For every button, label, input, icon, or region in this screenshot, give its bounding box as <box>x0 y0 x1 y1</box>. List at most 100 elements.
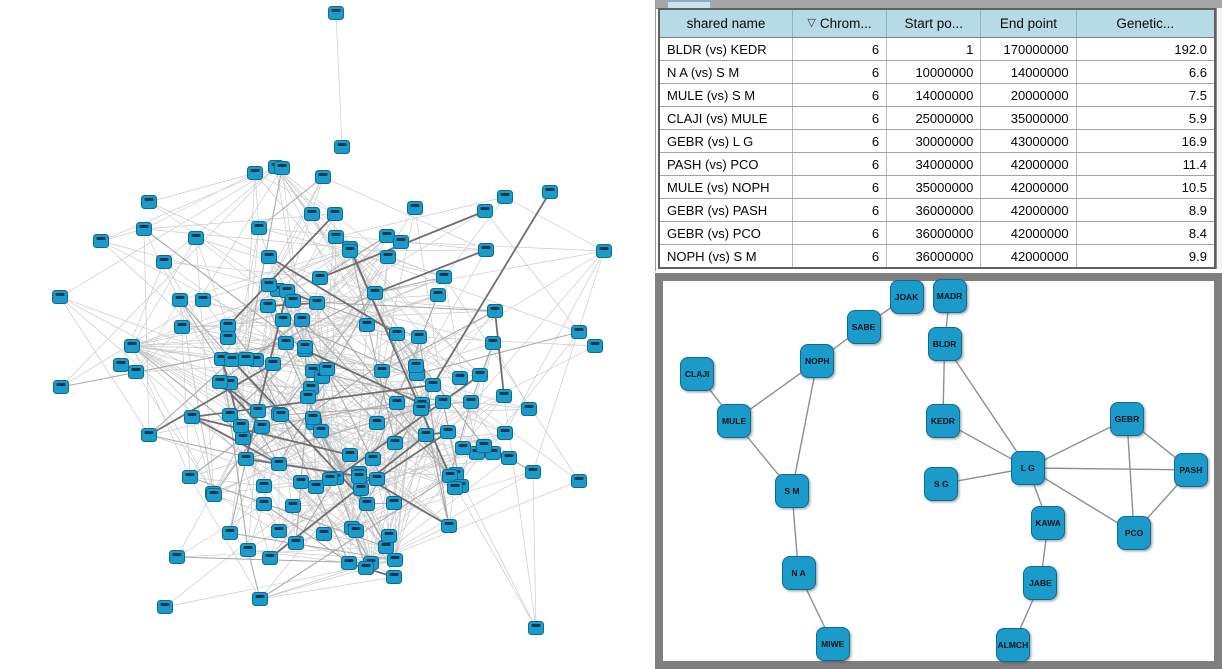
node-kawa[interactable]: KAWA <box>1031 506 1066 541</box>
table-row[interactable]: GEBR (vs) PCO 6 36000000 42000000 8.4 <box>660 222 1214 245</box>
network-node[interactable] <box>313 424 329 438</box>
network-node[interactable] <box>571 325 587 339</box>
network-node[interactable] <box>273 408 289 422</box>
table-row[interactable]: MULE (vs) S M 6 14000000 20000000 7.5 <box>660 84 1214 107</box>
table-cell[interactable]: NOPH (vs) S M <box>660 245 793 267</box>
network-node[interactable] <box>341 556 357 570</box>
network-node[interactable] <box>596 244 612 258</box>
table-cell[interactable]: 10000000 <box>887 61 982 83</box>
network-node[interactable] <box>571 474 587 488</box>
network-node[interactable] <box>351 470 367 484</box>
network-node[interactable] <box>521 402 537 416</box>
node-noph[interactable]: NOPH <box>800 344 835 379</box>
network-node[interactable] <box>389 327 405 341</box>
network-node[interactable] <box>587 339 603 353</box>
network-node[interactable] <box>319 362 335 376</box>
network-node[interactable] <box>260 299 276 313</box>
network-node[interactable] <box>206 488 222 502</box>
network-node[interactable] <box>328 6 344 20</box>
network-node[interactable] <box>220 331 236 345</box>
table-cell[interactable]: 10.5 <box>1181 179 1207 195</box>
network-node[interactable] <box>238 452 254 466</box>
table-cell[interactable]: 6 <box>793 38 888 60</box>
network-node[interactable] <box>169 550 185 564</box>
table-cell[interactable]: 6 <box>793 222 888 244</box>
network-node[interactable] <box>353 482 369 496</box>
table-cell[interactable]: BLDR (vs) KEDR <box>660 38 793 60</box>
network-node[interactable] <box>393 235 409 249</box>
node-kedr[interactable]: KEDR <box>925 403 960 438</box>
network-node[interactable] <box>304 207 320 221</box>
network-node[interactable] <box>309 296 325 310</box>
network-node[interactable] <box>327 207 343 221</box>
network-node[interactable] <box>525 465 541 479</box>
network-node[interactable] <box>256 497 272 511</box>
table-cell[interactable]: 8.4 <box>1188 225 1207 241</box>
table-cell[interactable]: 6 <box>793 153 888 175</box>
network-node[interactable] <box>224 353 240 367</box>
network-node[interactable] <box>389 396 405 410</box>
node-gebr[interactable]: GEBR <box>1109 401 1144 436</box>
network-node[interactable] <box>254 420 270 434</box>
network-node[interactable] <box>274 161 290 175</box>
network-node[interactable] <box>386 570 402 584</box>
table-cell[interactable]: 35000000 <box>981 107 1077 129</box>
network-node[interactable] <box>182 470 198 484</box>
network-node[interactable] <box>441 519 457 533</box>
network-node[interactable] <box>425 378 441 392</box>
network-node[interactable] <box>322 472 338 486</box>
network-node[interactable] <box>381 529 397 543</box>
network-node[interactable] <box>294 313 310 327</box>
table-row[interactable]: CLAJI (vs) MULE 6 25000000 35000000 5.9 <box>660 107 1214 130</box>
network-node[interactable] <box>316 527 332 541</box>
table-cell[interactable]: 6 <box>793 176 888 198</box>
network-node[interactable] <box>328 230 344 244</box>
table-tab[interactable] <box>667 1 711 8</box>
network-node[interactable] <box>358 561 374 575</box>
node-joak[interactable]: JOAK <box>889 279 924 314</box>
node-s-g[interactable]: S G <box>924 466 959 501</box>
network-node[interactable] <box>285 499 301 513</box>
network-node[interactable] <box>478 243 494 257</box>
network-node[interactable] <box>436 270 452 284</box>
table-cell[interactable]: 43000000 <box>981 130 1077 152</box>
network-node[interactable] <box>342 448 358 462</box>
network-node[interactable] <box>447 481 463 495</box>
table-cell[interactable]: 42000000 <box>981 153 1077 175</box>
network-node[interactable] <box>312 271 328 285</box>
table-cell[interactable]: 35000000 <box>887 176 982 198</box>
network-node[interactable] <box>413 402 429 416</box>
network-node[interactable] <box>172 293 188 307</box>
network-node[interactable] <box>348 524 364 538</box>
table-cell[interactable]: 9.9 <box>1188 248 1207 264</box>
network-node[interactable] <box>128 365 144 379</box>
table-cell[interactable]: 25000000 <box>887 107 982 129</box>
network-node[interactable] <box>195 293 211 307</box>
network-node[interactable] <box>452 371 468 385</box>
table-cell[interactable]: 14000000 <box>981 61 1077 83</box>
table-cell[interactable]: 6 <box>793 199 888 221</box>
network-node[interactable] <box>233 419 249 433</box>
network-node[interactable] <box>334 140 350 154</box>
table-cell[interactable]: 6 <box>793 61 888 83</box>
network-node[interactable] <box>184 410 200 424</box>
network-node[interactable] <box>271 524 287 538</box>
network-node[interactable] <box>365 452 381 466</box>
table-cell[interactable]: 36000000 <box>887 245 982 267</box>
table-cell[interactable]: CLAJI (vs) MULE <box>660 107 793 129</box>
table-cell[interactable]: 14000000 <box>887 84 982 106</box>
table-cell[interactable]: 42000000 <box>981 199 1077 221</box>
table-cell[interactable]: 30000000 <box>887 130 982 152</box>
network-node[interactable] <box>136 222 152 236</box>
network-node[interactable] <box>275 313 291 327</box>
network-node[interactable] <box>369 472 385 486</box>
network-node[interactable] <box>342 244 358 258</box>
network-node[interactable] <box>308 480 324 494</box>
column-header-chrom[interactable]: ▽ Chrom... <box>793 10 888 37</box>
network-node[interactable] <box>240 543 256 557</box>
network-node[interactable] <box>285 294 301 308</box>
node-l-g[interactable]: L G <box>1010 450 1045 485</box>
network-node[interactable] <box>250 404 266 418</box>
network-node[interactable] <box>261 278 277 292</box>
network-node[interactable] <box>300 390 316 404</box>
